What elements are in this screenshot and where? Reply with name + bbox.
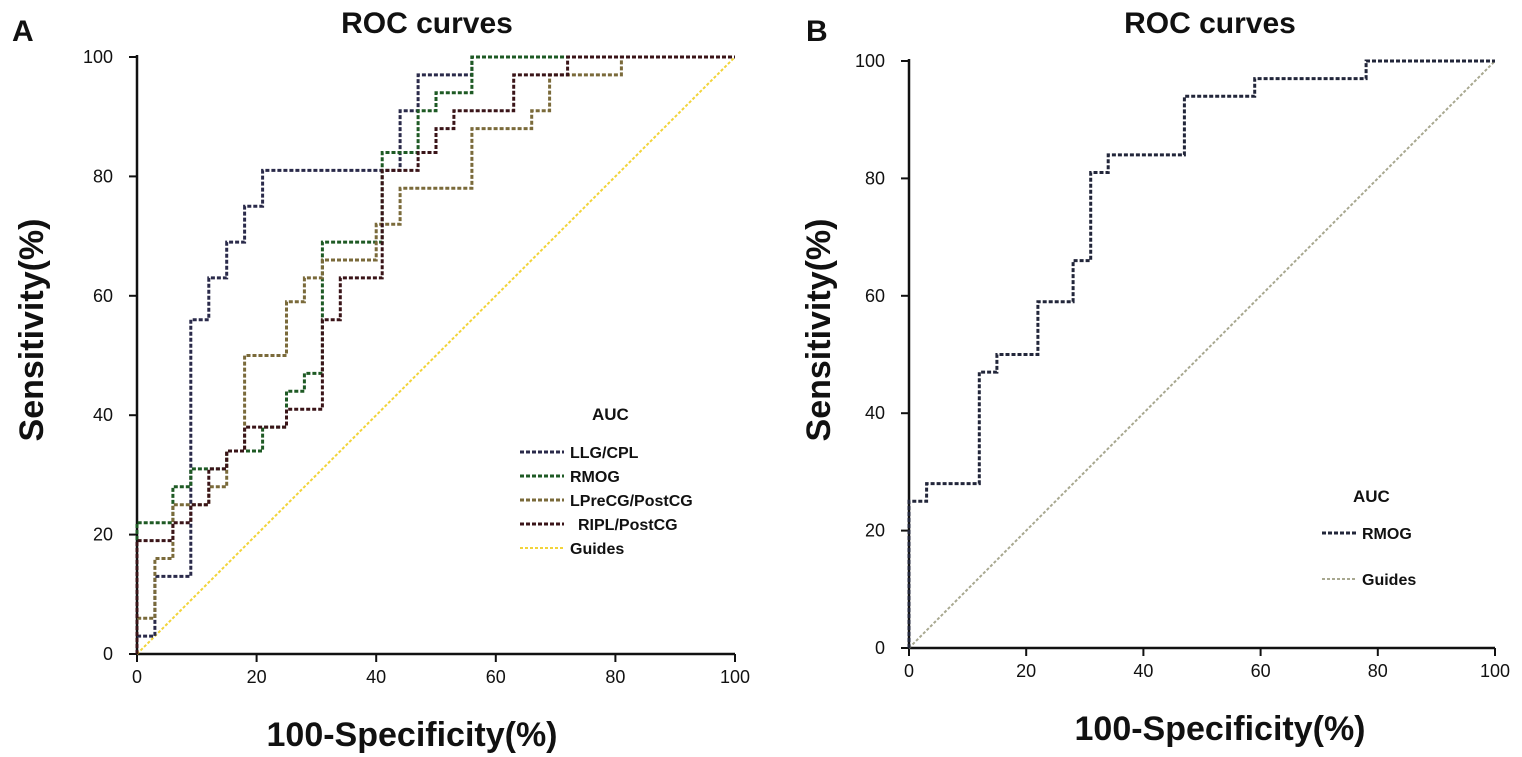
panel-a-series-ripl-postcg [135, 55, 735, 654]
panel-a-legend-label: LLG/CPL [570, 445, 639, 462]
panel-a-axes: 0 20 40 60 80 100 0 20 40 60 80 100 [83, 47, 750, 687]
panel-a-y-tick-label: 100 [83, 47, 113, 67]
panel-a-x-tick-label: 40 [366, 667, 386, 687]
panel-b-y-axis-title: Sensitivity(%) [800, 219, 838, 442]
panel-a-x-tick-label: 20 [247, 667, 267, 687]
panel-b-y-tick-label: 40 [865, 403, 885, 423]
panel-b-x-tick-label: 20 [1016, 661, 1036, 681]
panel-b-x-tick-label: 80 [1368, 661, 1388, 681]
panel-b-legend-label: Guides [1362, 572, 1416, 589]
panel-a-legend-title: AUC [592, 405, 629, 424]
panel-a-legend-label: RMOG [570, 469, 620, 486]
panel-a-legend-label: Guides [570, 541, 624, 558]
panel-a-y-tick-label: 80 [93, 166, 113, 186]
panel-b-title: ROC curves [1124, 7, 1296, 40]
panel-a-letter: A [12, 15, 34, 48]
panel-b-legend-label: RMOG [1362, 526, 1412, 543]
panel-a-y-tick-label: 60 [93, 286, 113, 306]
panel-b: B ROC curves 100-Specificity(%) Sensitiv… [800, 7, 1510, 748]
panel-b-x-tick-label: 60 [1251, 661, 1271, 681]
panel-b-series-rmog [907, 59, 1495, 648]
panel-a-x-tick-label: 100 [720, 667, 750, 687]
panel-a-x-axis-title: 100-Specificity(%) [267, 716, 558, 754]
panel-a-y-axis-title: Sensitivity(%) [13, 219, 51, 442]
panel-a-legend-label: RIPL/PostCG [578, 517, 678, 534]
panel-b-letter: B [806, 15, 828, 48]
panel-b-x-tick-label: 40 [1133, 661, 1153, 681]
panel-b-y-tick-label: 20 [865, 521, 885, 541]
panel-b-x-tick-label: 100 [1480, 661, 1510, 681]
panel-a-legend-label: LPreCG/PostCG [570, 493, 693, 510]
panel-a: A ROC curves 100-Specificity(%) Sensitiv… [12, 7, 750, 754]
panel-b-legend: AUC RMOG Guides [1322, 487, 1416, 589]
panel-a-series [135, 55, 736, 655]
panel-b-y-tick-label: 60 [865, 286, 885, 306]
panel-a-series-llg-cpl [135, 55, 735, 654]
panel-b-x-tick-label: 0 [904, 661, 914, 681]
panel-b-y-tick-label: 100 [855, 51, 885, 71]
panel-a-series-lprecg-postcg [135, 55, 735, 654]
panel-a-x-tick-label: 80 [605, 667, 625, 687]
panel-b-x-axis-title: 100-Specificity(%) [1075, 710, 1366, 748]
panel-a-y-tick-label: 20 [93, 525, 113, 545]
panel-a-legend: AUC LLG/CPL RMOG LPreCG/PostCG RIPL/PostCG G… [520, 405, 693, 558]
panel-a-x-tick-label: 60 [486, 667, 506, 687]
panel-a-title: ROC curves [341, 7, 513, 40]
panel-a-y-tick-label: 40 [93, 405, 113, 425]
panel-a-y-tick-label: 0 [103, 644, 113, 664]
panel-a-series-rmog [135, 55, 735, 654]
panel-b-legend-title: AUC [1353, 487, 1390, 506]
panel-a-x-tick-label: 0 [132, 667, 142, 687]
panel-b-y-tick-label: 80 [865, 168, 885, 188]
panel-b-series-guides [908, 60, 1496, 649]
panel-a-series-guides [136, 56, 736, 655]
panel-b-y-tick-label: 0 [875, 638, 885, 658]
panel-b-series [907, 59, 1496, 649]
